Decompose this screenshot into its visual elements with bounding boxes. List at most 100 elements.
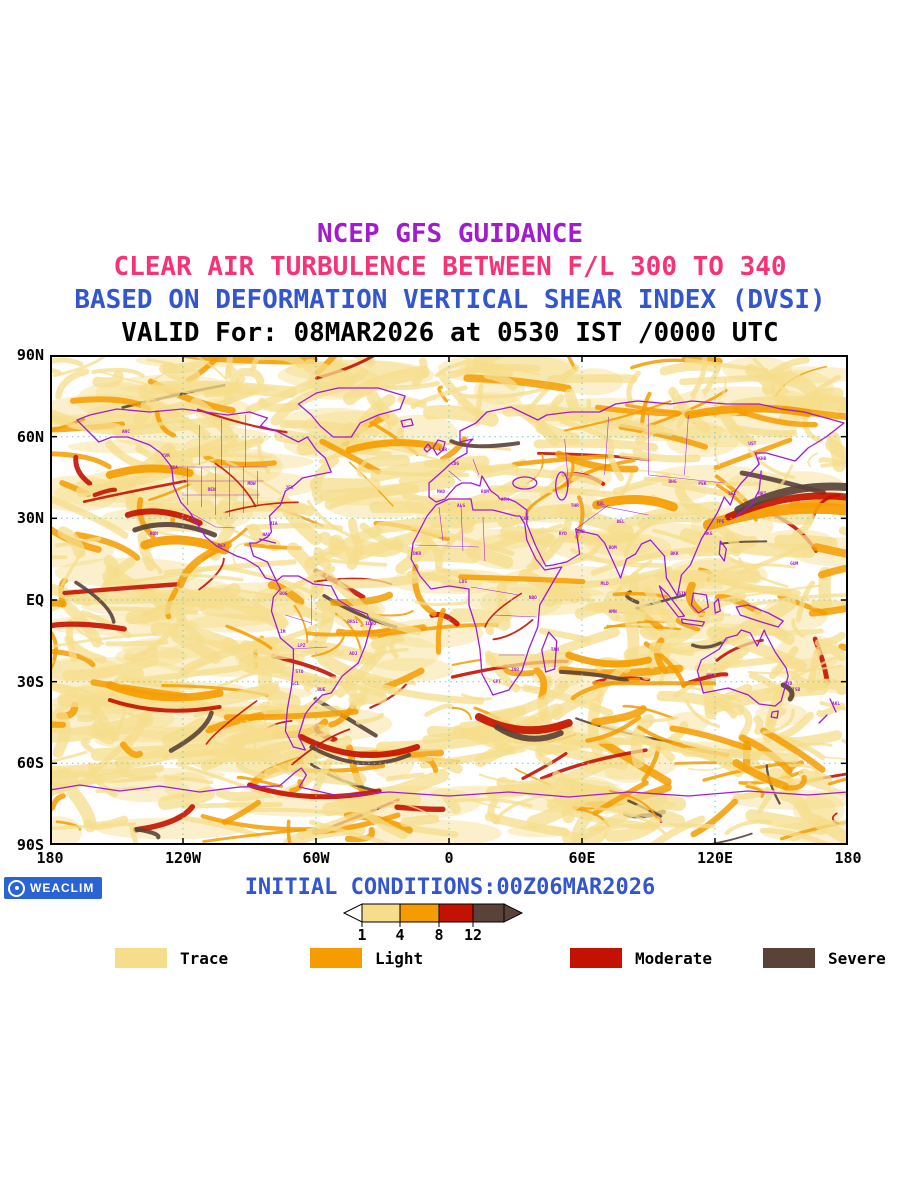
legend-item-moderate: Moderate (570, 948, 712, 968)
station-code: ADJ (349, 651, 357, 657)
lat-axis-label: 30N (16, 509, 44, 528)
lat-axis-label: 90N (16, 346, 44, 364)
station-code: HAV (262, 532, 270, 538)
initial-conditions-text: INITIAL CONDITIONS:00Z06MAR2026 (244, 875, 656, 900)
station-code: SEL (728, 491, 736, 497)
legend-item-light: Light (310, 948, 423, 968)
weaclim-logo-dot (14, 886, 19, 890)
longitude-axis: 180 120W 60W 0 60E 120E 180 (36, 849, 862, 867)
station-code: PEK (698, 481, 706, 487)
station-code: JFK (285, 485, 293, 491)
station-code: RYD (559, 531, 567, 537)
station-code: SEA (170, 465, 178, 471)
legend-swatch (310, 948, 362, 968)
station-code: LOS (459, 579, 467, 585)
station-code: ILVO (365, 621, 376, 627)
legend-label: Trace (180, 948, 229, 968)
colorbar-tick-label: 1 (357, 926, 366, 943)
method-title: BASED ON DEFORMATION VERTICAL SHEAR INDE… (74, 285, 826, 315)
station-code: SCL (291, 681, 299, 687)
station-code: BHG (668, 479, 676, 485)
station-code: BRSL (347, 619, 358, 625)
station-code: PER (706, 673, 714, 679)
graticule (50, 355, 848, 845)
coastlines (50, 387, 848, 798)
weaclim-logo-text: WEACLIM (30, 881, 95, 895)
station-code: MIA (269, 521, 277, 527)
colorbar-right-arrow (503, 903, 524, 923)
colorbar-segment (438, 903, 474, 923)
station-code: LPZ (297, 643, 305, 649)
lon-axis-label: 0 (444, 849, 454, 867)
map-area: ANC YVR SEA DEN MDW JFK MIA MEX HAV BOG LIM LPZ BRSL… (50, 355, 848, 845)
station-code: AKL (832, 701, 840, 707)
legend-label: Severe (828, 948, 886, 968)
latitude-axis: 90N 60N 30N EQ 30S 60S 90S (0, 0, 46, 900)
station-code: MAD (437, 489, 445, 495)
station-code: BOM (609, 545, 617, 551)
lon-axis-label: 120E (696, 849, 734, 867)
chart-header: NCEP GFS GUIDANCE CLEAR AIR TURBULENCE B… (0, 218, 900, 350)
station-code: BOG (279, 591, 287, 597)
legend: Trace Light Moderate Severe (0, 948, 900, 974)
station-code: STO (295, 669, 303, 675)
legend-item-trace: Trace (115, 948, 228, 968)
station-code: BUE (317, 687, 325, 693)
parameter-title: CLEAR AIR TURBULENCE BETWEEN F/L 300 TO … (113, 252, 787, 282)
station-code: TSB (792, 687, 800, 693)
station-code: TPE (716, 519, 724, 525)
station-code: MDW (248, 481, 256, 487)
valid-time-title: VALID For: 08MAR2026 at 0530 IST /0000 U… (121, 318, 779, 348)
lat-axis-label: 60N (16, 427, 44, 446)
lat-axis-label: EQ (25, 591, 44, 609)
legend-swatch (763, 948, 815, 968)
station-code: LHR (439, 447, 447, 453)
station-code: GUM (790, 561, 798, 567)
station-code: SIN (678, 591, 686, 597)
station-code: MEX (218, 543, 226, 549)
colorbar-tick-label: 4 (395, 926, 404, 943)
station-code: KBL (597, 501, 605, 507)
weaclim-logo: WEACLIM (4, 877, 103, 899)
legend-swatch (115, 948, 167, 968)
station-code: LIM (277, 629, 285, 635)
station-code: DEL (617, 519, 625, 525)
product-title: NCEP GFS GUIDANCE (316, 219, 584, 249)
station-code: DEN (208, 487, 216, 493)
lon-axis-label: 60E (568, 849, 596, 867)
station-code: KHB (758, 456, 766, 462)
station-code: DKR (413, 551, 421, 557)
station-code: NRT (758, 491, 766, 497)
colorbar-tick-label: 12 (464, 926, 482, 943)
legend-swatch (570, 948, 622, 968)
colorbar-segment (361, 903, 401, 923)
station-code: DXB (577, 529, 585, 535)
station-code: TAN (551, 647, 559, 653)
colorbar-segment (399, 903, 440, 923)
station-code: HON (150, 531, 158, 537)
lon-axis-label: 180 (36, 849, 64, 867)
station-code: ALG (457, 503, 465, 509)
station-code: YVR (162, 453, 170, 459)
lon-axis-label: 120W (164, 849, 202, 867)
lat-axis-label: 60S (16, 754, 44, 773)
colorbar-left-arrow (342, 903, 363, 923)
weaclim-logo-icon (8, 879, 25, 897)
lon-axis-label: 180 (834, 849, 862, 867)
station-code: SYD (784, 681, 792, 687)
station-code: MLD (601, 581, 609, 587)
lat-axis-label: 90S (16, 836, 44, 854)
station-code: ATH (501, 497, 509, 503)
station-code: JNB (511, 667, 519, 673)
lat-axis-label: 30S (16, 672, 44, 691)
station-code: CDG (451, 461, 459, 467)
map-frame (50, 355, 848, 845)
lon-axis-label: 60W (302, 849, 330, 867)
colorbar-segment (472, 903, 505, 923)
station-code: HKG (704, 531, 712, 537)
station-code: CPT (493, 679, 501, 685)
station-code: UST (748, 441, 756, 447)
